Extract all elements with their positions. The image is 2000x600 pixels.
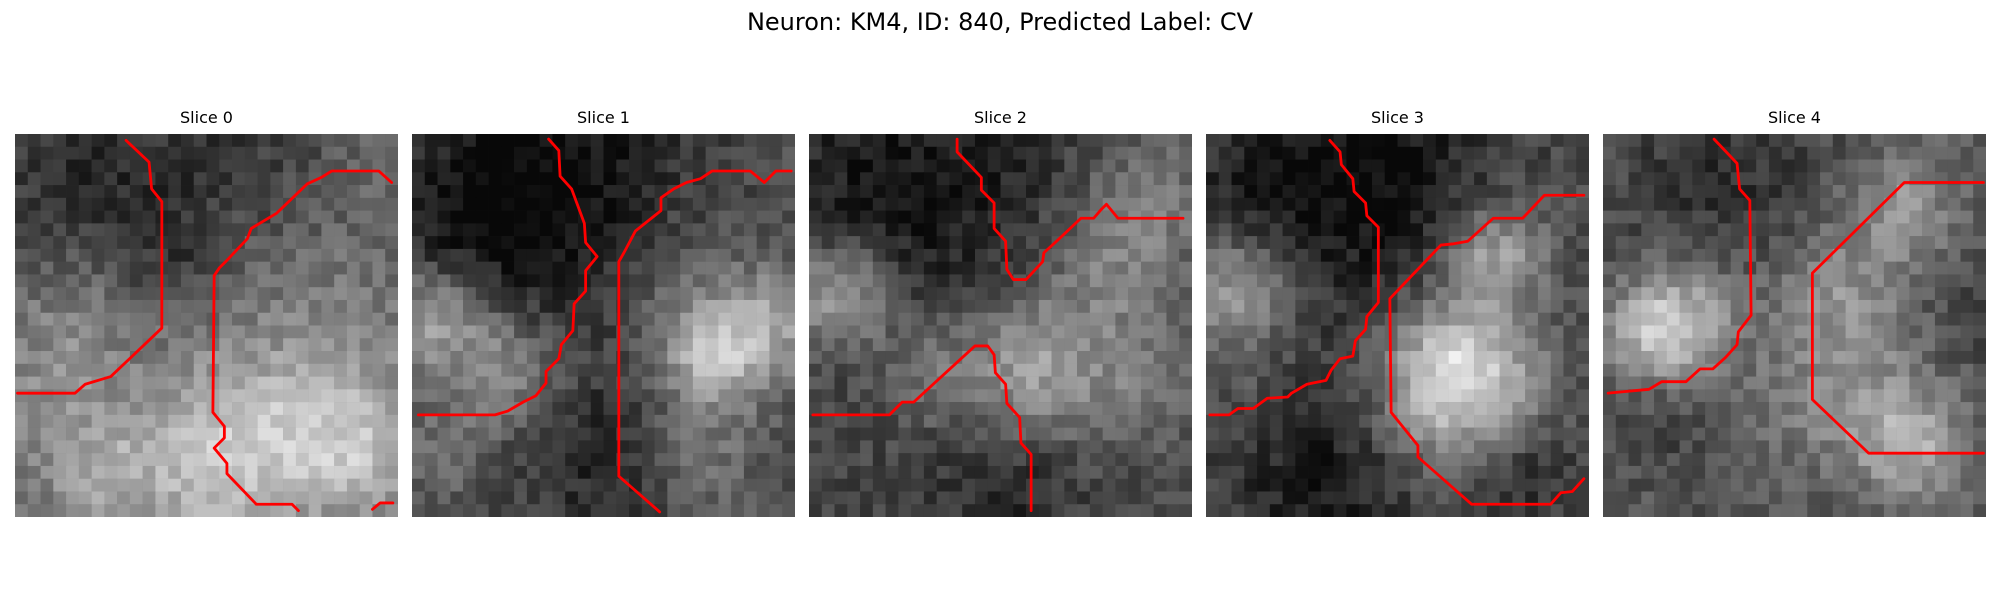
slice-panel-2: Slice 2	[809, 108, 1192, 538]
slice-image-2	[809, 134, 1192, 517]
figure-title: Neuron: KM4, ID: 840, Predicted Label: C…	[0, 8, 2000, 36]
slice-panel-1: Slice 1	[412, 108, 795, 538]
slice-image-3	[1206, 134, 1589, 517]
slice-image-4	[1603, 134, 1986, 517]
slice-title: Slice 1	[412, 108, 795, 127]
slice-panel-0: Slice 0	[15, 108, 398, 538]
slice-title: Slice 3	[1206, 108, 1589, 127]
slice-panel-3: Slice 3	[1206, 108, 1589, 538]
slice-panel-4: Slice 4	[1603, 108, 1986, 538]
slice-image-0	[15, 134, 398, 517]
slice-title: Slice 2	[809, 108, 1192, 127]
slice-title: Slice 4	[1603, 108, 1986, 127]
slice-image-1	[412, 134, 795, 517]
slice-title: Slice 0	[15, 108, 398, 127]
